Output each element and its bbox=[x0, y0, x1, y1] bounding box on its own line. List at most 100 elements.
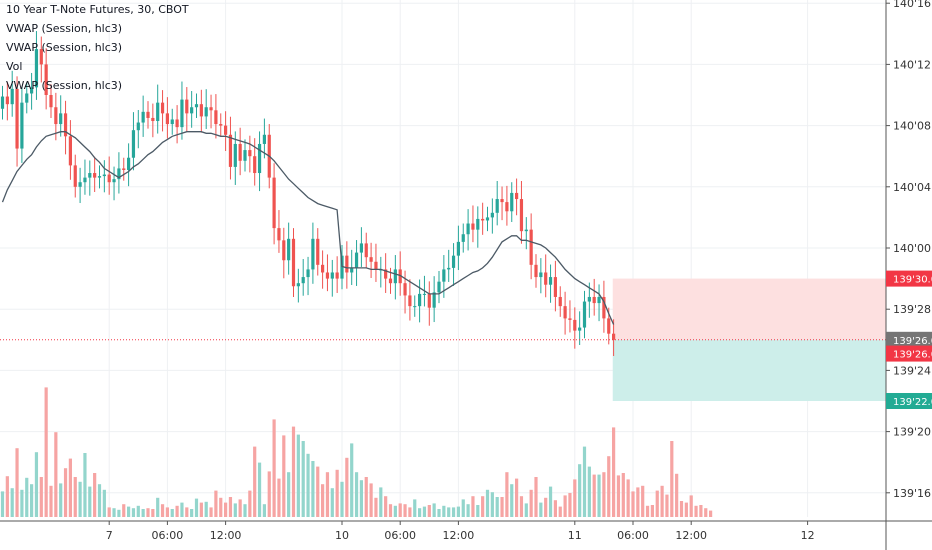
candle-body bbox=[15, 88, 19, 149]
candle-body bbox=[388, 278, 393, 284]
volume-bar bbox=[573, 479, 577, 517]
volume-bar bbox=[30, 484, 34, 517]
volume-bar bbox=[282, 435, 286, 517]
candle-body bbox=[418, 293, 422, 307]
symbol-title[interactable]: 10 Year T-Note Futures, 30, CBOT bbox=[6, 3, 189, 16]
candle-body bbox=[78, 182, 82, 187]
candle-body bbox=[97, 176, 102, 178]
volume-bar bbox=[398, 503, 402, 517]
volume-bar bbox=[287, 472, 291, 517]
volume-bar bbox=[170, 509, 174, 517]
volume-bar bbox=[515, 478, 519, 517]
price-tick-label: 139'16.0 bbox=[893, 487, 932, 500]
candle-body bbox=[112, 179, 116, 183]
candle-body bbox=[156, 102, 160, 122]
candle-body bbox=[73, 165, 77, 187]
candle-body bbox=[578, 327, 582, 331]
candle-body bbox=[408, 295, 412, 307]
candle-body bbox=[63, 113, 68, 137]
price-tick-label: 140'04.0 bbox=[893, 181, 932, 194]
candle-body bbox=[335, 272, 339, 279]
indicator-vol[interactable]: Vol bbox=[6, 60, 23, 73]
volume-bar bbox=[510, 484, 514, 517]
volume-bar bbox=[257, 462, 262, 517]
volume-bar bbox=[476, 505, 480, 517]
candle-body bbox=[214, 110, 218, 125]
price-tag-stop[interactable] bbox=[886, 270, 932, 287]
volume-bar bbox=[568, 493, 572, 517]
candle-body bbox=[398, 269, 402, 284]
volume-bar bbox=[408, 507, 412, 517]
candle-body bbox=[194, 104, 199, 108]
candle-body bbox=[204, 107, 208, 117]
candle-body bbox=[471, 223, 475, 230]
volume-bar bbox=[369, 483, 373, 517]
volume-bar bbox=[374, 497, 378, 517]
volume-bar bbox=[456, 506, 460, 517]
stop-loss-zone[interactable] bbox=[612, 278, 886, 340]
volume-bar bbox=[301, 441, 305, 517]
price-tag-entry[interactable] bbox=[886, 345, 932, 362]
price-tick-label: 139'24.0 bbox=[893, 364, 932, 377]
time-tick-label: 06:00 bbox=[152, 529, 184, 542]
take-profit-zone[interactable] bbox=[612, 339, 886, 401]
volume-bar bbox=[694, 505, 698, 517]
volume-bar bbox=[238, 499, 242, 517]
time-tick-label: 11 bbox=[568, 529, 582, 542]
candle-body bbox=[262, 134, 266, 144]
price-tag-target[interactable] bbox=[886, 393, 932, 409]
volume-bar bbox=[83, 453, 87, 517]
candle-body bbox=[219, 124, 223, 126]
candle-body bbox=[296, 283, 300, 287]
candle-body bbox=[141, 111, 145, 123]
volume-bar bbox=[582, 446, 587, 517]
volume-bar bbox=[233, 503, 237, 517]
candle-body bbox=[413, 306, 417, 308]
volume-bar bbox=[485, 489, 490, 517]
candle-body bbox=[68, 136, 72, 166]
volume-bar bbox=[156, 497, 160, 517]
candle-body bbox=[607, 318, 611, 334]
candle-body bbox=[384, 269, 388, 279]
volume-bar bbox=[316, 466, 320, 517]
volume-bar bbox=[413, 499, 417, 517]
volume-bar bbox=[151, 509, 155, 517]
volume-bar bbox=[34, 452, 39, 517]
volume-bar bbox=[359, 480, 363, 517]
volume-bar bbox=[607, 456, 611, 517]
volume-bar bbox=[44, 387, 48, 517]
time-tick-label: 12 bbox=[801, 529, 815, 542]
volume-bar bbox=[272, 419, 276, 517]
candle-body bbox=[117, 168, 121, 180]
candle-body bbox=[44, 64, 48, 95]
chart-legend: 10 Year T-Note Futures, 30, CBOT VWAP (S… bbox=[6, 0, 189, 95]
candle-body bbox=[582, 301, 587, 328]
indicator-vwap-1[interactable]: VWAP (Session, hlc3) bbox=[6, 22, 123, 35]
candle-body bbox=[131, 130, 136, 158]
candle-body bbox=[374, 261, 378, 270]
volume-bar bbox=[689, 495, 693, 517]
indicator-vwap-3[interactable]: VWAP (Session, hlc3) bbox=[6, 79, 123, 92]
volume-bar bbox=[587, 466, 591, 517]
candle-body bbox=[539, 272, 543, 278]
volume-bar bbox=[597, 474, 601, 517]
volume-bar bbox=[127, 506, 131, 517]
volume-bar bbox=[427, 505, 431, 517]
volume-bar bbox=[650, 505, 654, 517]
volume-bar bbox=[68, 458, 72, 517]
volume-bar bbox=[563, 495, 567, 517]
candle-body bbox=[359, 243, 363, 253]
volume-bar bbox=[626, 479, 630, 517]
price-tag-last[interactable] bbox=[886, 331, 932, 348]
volume-bar bbox=[194, 498, 199, 517]
candle-body bbox=[253, 156, 257, 174]
indicator-vwap-2[interactable]: VWAP (Session, hlc3) bbox=[6, 41, 123, 54]
volume-bar bbox=[393, 505, 397, 517]
volume-bar bbox=[684, 502, 688, 517]
volume-bar bbox=[199, 502, 203, 517]
volume-bar bbox=[88, 486, 92, 517]
candle-body bbox=[442, 269, 446, 282]
time-tick-label: 12:00 bbox=[210, 529, 242, 542]
